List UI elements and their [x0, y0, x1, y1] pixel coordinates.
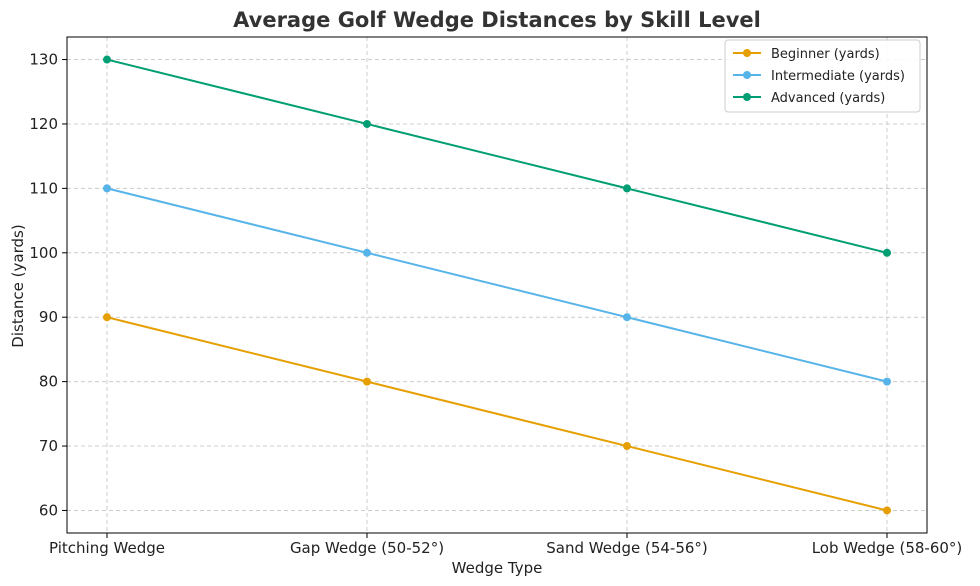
legend-entry: Beginner (yards) — [733, 47, 880, 62]
data-point — [103, 313, 111, 322]
series-beginner-yards — [103, 313, 891, 515]
legend-label: Advanced (yards) — [771, 91, 885, 106]
grid — [67, 37, 927, 533]
data-point — [363, 377, 371, 386]
y-tick-label: 120 — [29, 115, 58, 133]
data-point — [883, 377, 891, 386]
axes — [66, 36, 928, 534]
data-point — [623, 184, 631, 193]
y-tick-label: 90 — [39, 308, 58, 326]
y-tick-label: 100 — [29, 244, 58, 262]
y-tick-label: 110 — [29, 179, 58, 197]
data-point — [883, 248, 891, 257]
data-point — [103, 55, 111, 64]
series-line — [106, 187, 888, 383]
legend-swatch-marker — [743, 49, 751, 57]
x-tick-label: Pitching Wedge — [49, 539, 165, 557]
legend-entry: Advanced (yards) — [733, 91, 885, 106]
y-axis-label: Distance (yards) — [9, 224, 27, 347]
legend-box — [724, 39, 921, 113]
y-tick-label: 130 — [29, 51, 58, 69]
series-advanced-yards — [103, 55, 891, 257]
plot-frame — [66, 36, 928, 534]
data-point — [883, 506, 891, 515]
y-tick-label: 60 — [39, 501, 58, 519]
series-layer — [103, 55, 891, 515]
chart-title: Average Golf Wedge Distances by Skill Le… — [233, 8, 761, 32]
data-point — [103, 184, 111, 193]
x-tick-label: Gap Wedge (50-52°) — [290, 539, 444, 557]
y-tick-label: 70 — [39, 437, 58, 455]
x-axis-label: Wedge Type — [452, 559, 543, 577]
data-point — [623, 313, 631, 322]
legend-label: Beginner (yards) — [771, 47, 880, 62]
legend-label: Intermediate (yards) — [771, 69, 905, 84]
data-point — [363, 119, 371, 128]
y-tick-label: 80 — [39, 373, 58, 391]
data-point — [623, 442, 631, 451]
legend: Beginner (yards) Intermediate (yards) Adva… — [724, 39, 921, 113]
x-tick-label: Lob Wedge (58-60°) — [812, 539, 963, 557]
ticks: 60 70 80 90 100 110 120 130 Pitching Wedge Gap We… — [29, 51, 962, 557]
legend-swatch-marker — [743, 93, 751, 101]
legend-entry: Intermediate (yards) — [733, 69, 905, 84]
series-line — [106, 58, 888, 254]
series-line — [106, 316, 888, 512]
series-intermediate-yards — [103, 184, 891, 386]
data-point — [363, 248, 371, 257]
x-tick-label: Sand Wedge (54-56°) — [546, 539, 708, 557]
legend-swatch-marker — [743, 71, 751, 79]
